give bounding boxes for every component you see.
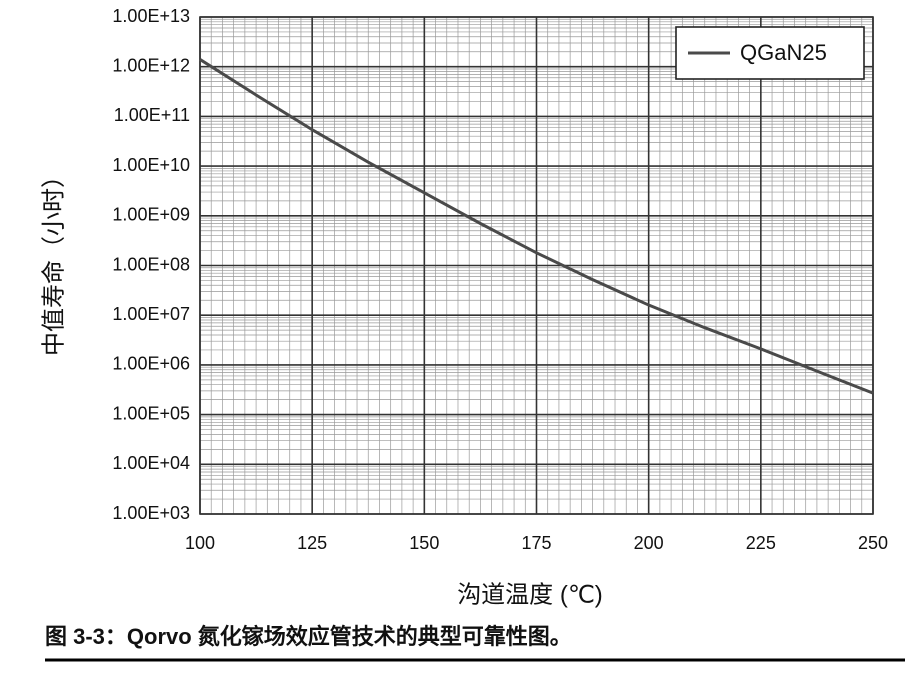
- series-line: [199, 58, 874, 395]
- y-tick-label: 1.00E+13: [112, 6, 190, 26]
- y-tick-label: 1.00E+06: [112, 354, 190, 374]
- x-tick-label: 250: [858, 533, 888, 553]
- y-tick-label: 1.00E+05: [112, 403, 190, 423]
- x-tick-label: 200: [634, 533, 664, 553]
- legend-label: QGaN25: [740, 40, 827, 65]
- x-tick-label: 225: [746, 533, 776, 553]
- x-tick-label: 150: [409, 533, 439, 553]
- caption: 图 3-3：Qorvo 氮化镓场效应管技术的典型可靠性图。: [45, 624, 572, 649]
- x-tick-label: 125: [297, 533, 327, 553]
- y-tick-label: 1.00E+12: [112, 55, 190, 75]
- y-tick-label: 1.00E+03: [112, 503, 190, 523]
- x-tick-label: 100: [185, 533, 215, 553]
- y-tick-label: 1.00E+09: [112, 205, 190, 225]
- y-tick-label: 1.00E+11: [114, 105, 190, 125]
- y-tick-label: 1.00E+10: [112, 155, 190, 175]
- x-axis-label: 沟道温度 (℃): [457, 581, 603, 608]
- y-tick-label: 1.00E+08: [112, 254, 190, 274]
- y-axis-label: 中值寿命（小时）: [40, 164, 67, 356]
- x-tick-label: 175: [521, 533, 551, 553]
- y-tick-label: 1.00E+04: [112, 453, 190, 473]
- y-tick-label: 1.00E+07: [112, 304, 190, 324]
- plot-frame: [199, 16, 874, 515]
